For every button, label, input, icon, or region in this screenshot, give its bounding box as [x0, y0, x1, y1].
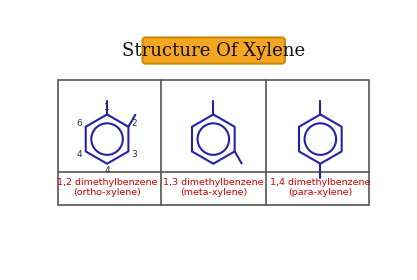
Text: 1,4 dimethylbenzene
(para-xylene): 1,4 dimethylbenzene (para-xylene) [270, 178, 371, 197]
Text: 1,2 dimethylbenzene
(ortho-xylene): 1,2 dimethylbenzene (ortho-xylene) [57, 178, 157, 197]
Text: 3: 3 [131, 150, 137, 159]
Text: 1,3 dimethylbenzene
(meta-xylene): 1,3 dimethylbenzene (meta-xylene) [163, 178, 264, 197]
Text: 1: 1 [104, 103, 110, 112]
Text: 4: 4 [77, 150, 83, 159]
Text: 4: 4 [104, 166, 110, 175]
Text: 2: 2 [132, 119, 137, 128]
Text: 6: 6 [77, 119, 83, 128]
FancyBboxPatch shape [143, 38, 285, 64]
Text: Structure Of Xylene: Structure Of Xylene [122, 41, 305, 60]
Bar [58, 80, 369, 205]
